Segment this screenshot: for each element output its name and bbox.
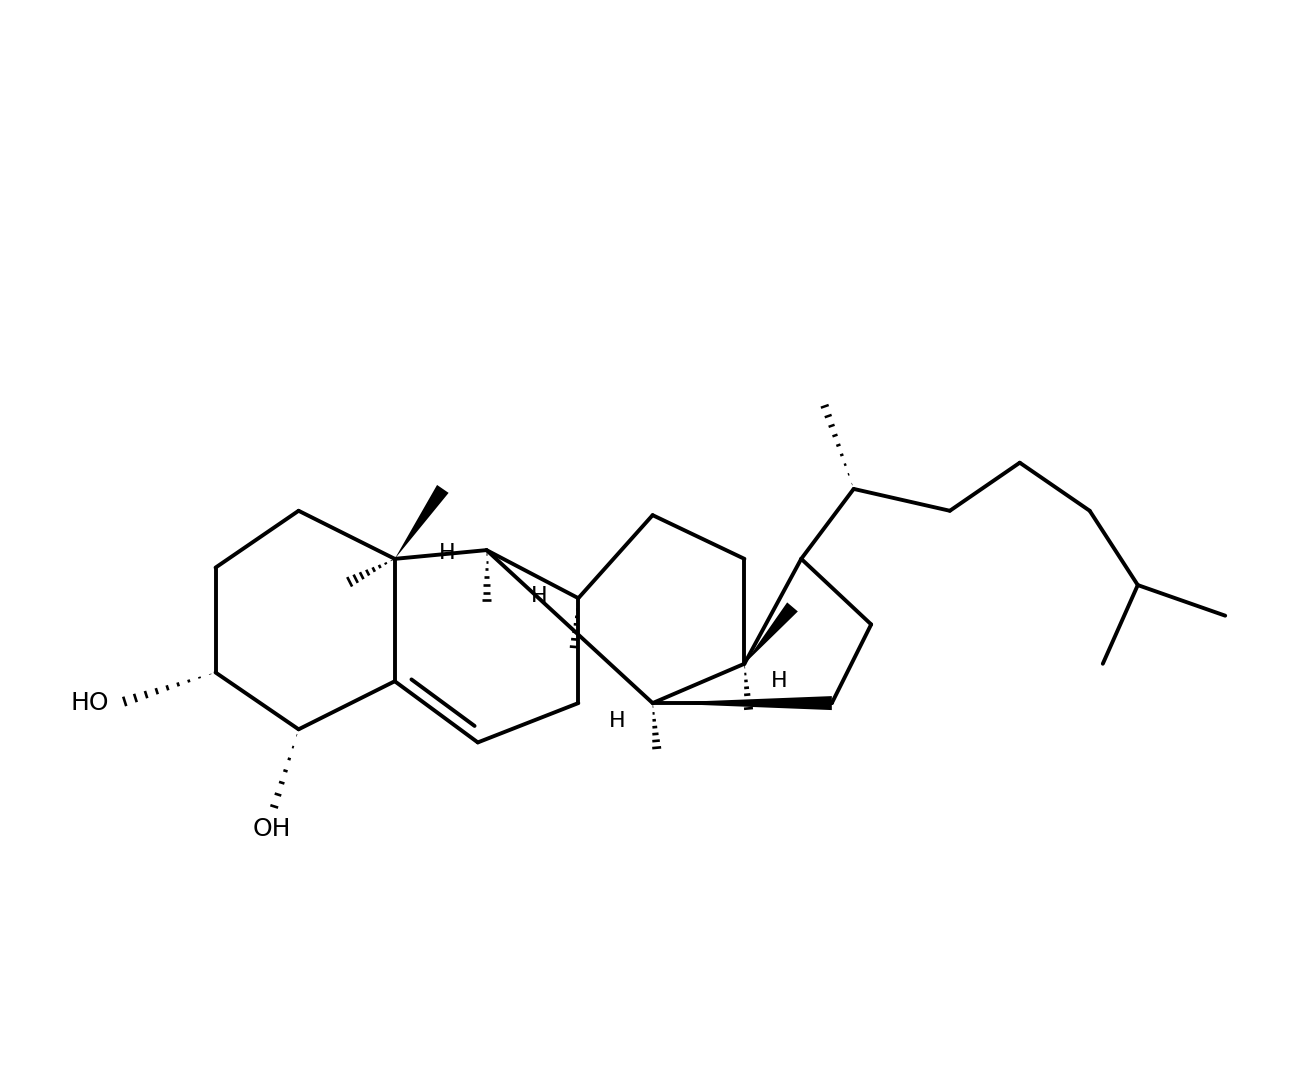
Polygon shape bbox=[653, 696, 832, 710]
Text: HO: HO bbox=[71, 691, 109, 715]
Text: H: H bbox=[531, 586, 548, 607]
Text: H: H bbox=[610, 711, 625, 730]
Text: H: H bbox=[439, 542, 456, 563]
Polygon shape bbox=[745, 603, 798, 664]
Text: H: H bbox=[771, 671, 787, 692]
Polygon shape bbox=[394, 485, 448, 558]
Text: OH: OH bbox=[254, 816, 292, 841]
